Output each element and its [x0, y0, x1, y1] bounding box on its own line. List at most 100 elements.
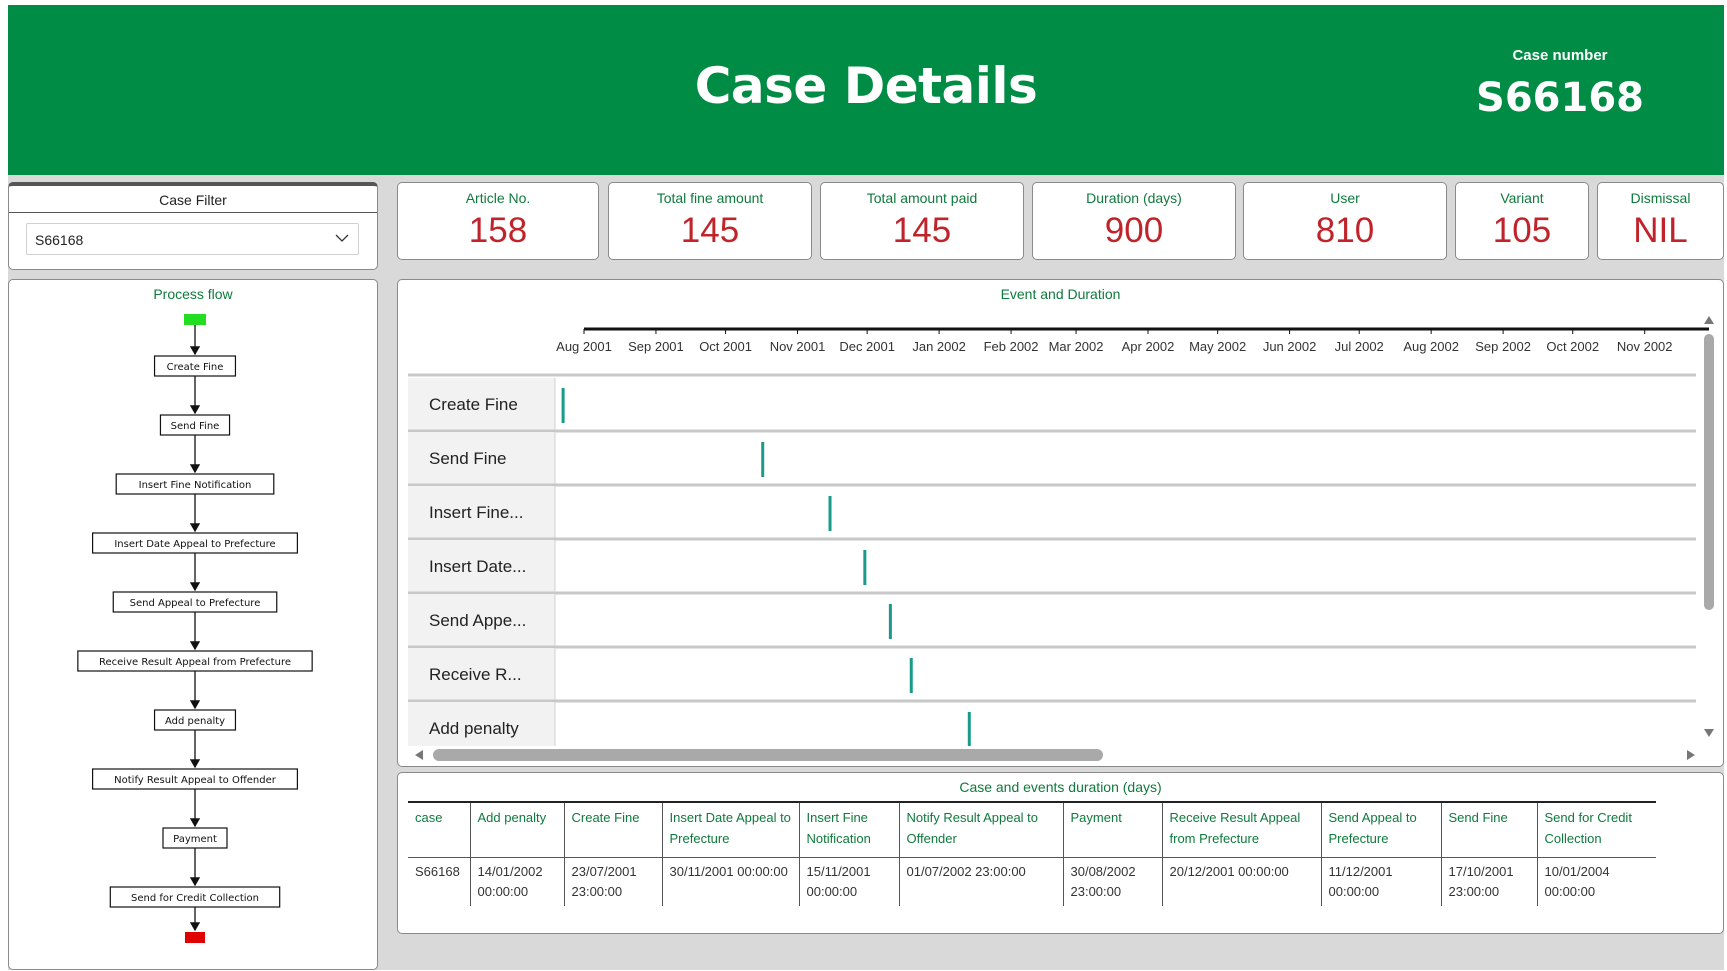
table-row: S66168 14/01/2002 00:00:00 23/07/2001 23… [408, 857, 1656, 906]
table-cell: 30/11/2001 00:00:00 [661, 857, 799, 906]
flow-step-label: Send Fine [171, 421, 220, 432]
kpi-value: 810 [1315, 211, 1375, 250]
time-axis-label: Dec 2001 [839, 339, 895, 354]
event-row-label: Send Appe... [429, 611, 526, 630]
case-filter-panel: Case Filter S66168 [8, 182, 378, 270]
kpi-card-article-no: Article No. 158 [397, 182, 599, 260]
chevron-down-icon [334, 230, 350, 249]
time-axis-label: Jul 2002 [1335, 339, 1384, 354]
vertical-scrollbar[interactable] [1704, 334, 1714, 610]
column-header[interactable]: Send for Credit Collection [1536, 801, 1656, 858]
table-cell: 11/12/2001 00:00:00 [1320, 857, 1441, 906]
column-header[interactable]: Add penalty [469, 801, 564, 858]
scroll-down-icon[interactable] [1704, 729, 1714, 737]
flow-step-label: Insert Fine Notification [139, 480, 252, 491]
flow-step-label: Send for Credit Collection [131, 893, 259, 904]
kpi-label: Total fine amount [656, 190, 764, 206]
kpi-card-dismissal: Dismissal NIL [1597, 182, 1724, 260]
time-axis-label: Aug 2001 [556, 339, 612, 354]
table-cell: S66168 [415, 863, 460, 879]
column-header[interactable]: Insert Date Appeal to Prefecture [661, 801, 799, 858]
time-axis-label: Feb 2002 [984, 339, 1039, 354]
column-header[interactable]: Send Fine [1440, 801, 1537, 858]
column-header[interactable]: Payment [1062, 801, 1162, 858]
kpi-label: Total amount paid [866, 190, 978, 206]
kpi-value: 105 [1492, 211, 1552, 250]
column-header[interactable]: case [408, 801, 470, 858]
kpi-value: 145 [892, 211, 952, 250]
table-cell: 30/08/2002 23:00:00 [1062, 857, 1162, 906]
table-cell: 14/01/2002 00:00:00 [469, 857, 564, 906]
scroll-left-icon[interactable] [415, 750, 423, 760]
table-header-row: case Add penalty Create Fine Insert Date… [408, 801, 1656, 858]
time-axis-label: Jan 2002 [912, 339, 966, 354]
flow-step-label: Add penalty [165, 716, 225, 727]
time-axis-label: Nov 2002 [1617, 339, 1673, 354]
case-number-label: Case number [1512, 47, 1608, 64]
filter-divider [9, 212, 377, 213]
event-rows: Create Fine Send Fine Insert Fine... Insert… [408, 378, 1696, 746]
flow-step-label: Create Fine [167, 362, 224, 373]
case-filter-dropdown[interactable]: S66168 [26, 223, 359, 255]
flow-start-node [184, 314, 206, 325]
table-cell: 17/10/2001 23:00:00 [1440, 857, 1537, 906]
kpi-value: 145 [680, 211, 740, 250]
event-duration-chart: Aug 2001 Sep 2001 Oct 2001 Nov 2001 Dec 2001… [408, 316, 1714, 761]
kpi-label: User [1330, 190, 1360, 206]
kpi-value: 158 [468, 211, 528, 250]
row-label-cell [408, 648, 555, 700]
flow-step-label: Receive Result Appeal from Prefecture [99, 657, 291, 668]
row-label-cell [408, 486, 555, 538]
case-filter-value: S66168 [35, 232, 84, 248]
kpi-card-duration: Duration (days) 900 [1032, 182, 1236, 260]
kpi-value: 900 [1104, 211, 1164, 250]
row-label-cell [408, 432, 555, 484]
column-header[interactable]: Send Appeal to Prefecture [1320, 801, 1441, 858]
table-cell: 15/11/2001 00:00:00 [798, 857, 899, 906]
kpi-card-total-paid: Total amount paid 145 [820, 182, 1024, 260]
page-title: Case Details [694, 57, 1038, 115]
event-row-label: Send Fine [429, 449, 507, 468]
column-header[interactable]: Insert Fine Notification [798, 801, 899, 858]
case-number-value: S66168 [1476, 75, 1644, 121]
horizontal-scrollbar[interactable] [433, 749, 1103, 761]
column-header[interactable]: Create Fine [563, 801, 662, 858]
time-axis-label: Sep 2001 [628, 339, 684, 354]
time-axis-label: May 2002 [1189, 339, 1246, 354]
kpi-card-variant: Variant 105 [1455, 182, 1589, 260]
time-axis-label: Mar 2002 [1049, 339, 1104, 354]
time-axis-label: Jun 2002 [1263, 339, 1317, 354]
time-axis-label: Apr 2002 [1122, 339, 1175, 354]
flow-step-label: Payment [173, 834, 217, 845]
row-label-cell [408, 594, 555, 646]
scroll-up-icon[interactable] [1704, 316, 1714, 324]
flow-step-label: Send Appeal to Prefecture [130, 598, 261, 609]
kpi-label: Dismissal [1630, 190, 1691, 206]
event-duration-panel: Event and Duration Aug 2001 Sep 2001 Oct 2… [397, 279, 1724, 767]
flow-step-label: Notify Result Appeal to Offender [114, 775, 277, 786]
kpi-label: Article No. [465, 190, 531, 206]
column-header[interactable]: Receive Result Appeal from Prefecture [1161, 801, 1321, 858]
row-label-cell [408, 540, 555, 592]
table-cell: 23/07/2001 23:00:00 [563, 857, 662, 906]
case-events-title: Case and events duration (days) [959, 779, 1162, 795]
event-row-label: Add penalty [429, 719, 519, 738]
case-events-table: case Add penalty Create Fine Insert Date… [408, 801, 1656, 906]
column-header[interactable]: Notify Result Appeal to Offender [898, 801, 1063, 858]
process-flow-title: Process flow [153, 286, 233, 302]
kpi-card-user: User 810 [1243, 182, 1447, 260]
flow-end-node [185, 932, 205, 943]
kpi-card-total-fine: Total fine amount 145 [608, 182, 812, 260]
scroll-right-icon[interactable] [1687, 750, 1695, 760]
row-label-cell [408, 702, 555, 746]
kpi-value: NIL [1633, 211, 1688, 250]
flow-step-label: Insert Date Appeal to Prefecture [114, 539, 275, 550]
event-row-label: Receive R... [429, 665, 522, 684]
time-axis-label: Oct 2001 [699, 339, 752, 354]
row-label-cell [408, 378, 555, 430]
time-axis-label: Aug 2002 [1403, 339, 1459, 354]
header-banner: Case Details Case number S66168 [8, 5, 1724, 175]
event-row-label: Insert Date... [429, 557, 526, 576]
case-events-panel: Case and events duration (days) case Add… [397, 772, 1724, 934]
